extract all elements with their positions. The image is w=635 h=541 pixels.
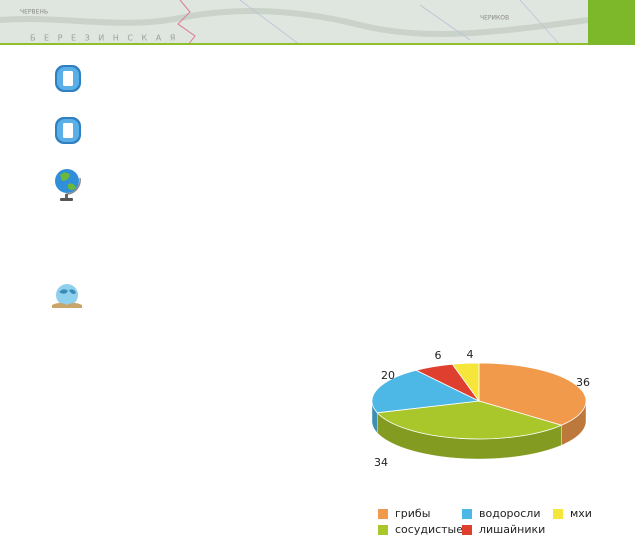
map-border — [177, 0, 196, 46]
legend-label: грибы — [395, 507, 430, 520]
legend-swatch — [462, 509, 472, 519]
legend-swatch — [378, 509, 388, 519]
legend-label: мхи — [570, 507, 592, 520]
icons — [52, 65, 82, 308]
pie-slice — [478, 362, 587, 426]
legend-label: сосудистые — [395, 523, 463, 536]
map-label: ЧЕРВЕНЬ — [20, 9, 48, 16]
pie-slice — [371, 369, 481, 414]
legend-label: водоросли — [479, 507, 541, 520]
header-rule — [0, 43, 588, 45]
legend-swatch — [378, 525, 388, 535]
map-river — [239, 0, 561, 46]
icon-globe — [55, 169, 81, 201]
legend-swatch — [553, 509, 563, 519]
legend-label: лишайники — [479, 523, 545, 536]
value-label: 6 — [435, 349, 442, 362]
map-label: Б Е Р Е З И Н С К А Я — [30, 34, 178, 43]
value-label: 4 — [467, 348, 474, 361]
legend-swatch — [462, 525, 472, 535]
pie-slice — [376, 400, 563, 440]
value-label: 20 — [381, 369, 395, 382]
map-header: ЧЕРВЕНЬ Б Е Р Е З И Н С К А Я ЧЕРИКОВ — [0, 0, 635, 46]
icon-world-book — [52, 284, 82, 308]
header-tab — [588, 0, 635, 45]
map-label: ЧЕРИКОВ — [480, 15, 509, 22]
value-label: 34 — [374, 456, 388, 469]
map-region — [0, 7, 589, 38]
pie-chart: 36 34 20 6 4 грибы водоросли мхи сосудистые лишай… — [371, 348, 592, 536]
icon-note — [55, 65, 81, 92]
pie-slice — [451, 362, 480, 403]
value-label: 36 — [576, 376, 590, 389]
icon-note — [55, 117, 81, 144]
